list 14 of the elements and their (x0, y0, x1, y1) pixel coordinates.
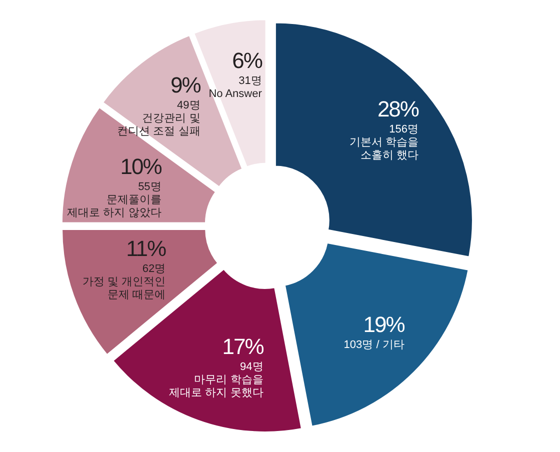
data-label: 17% (222, 334, 264, 359)
data-label: 11% (126, 236, 166, 262)
data-label: 6% (232, 48, 262, 74)
slice-label: 31명 No Answer (208, 75, 262, 100)
slice-label: 55명 문제풀이를 제대로 하지 않았다 (67, 181, 162, 220)
slice-label: 49명 건강관리 및 컨디션 조절 실패 (117, 99, 200, 138)
slice-label: 156명 기본서 학습을 소홀히 했다 (349, 124, 418, 162)
slice-label: 94명 마무리 학습을 제대로 하지 못했다 (169, 360, 264, 399)
data-label: 10% (120, 154, 162, 180)
slice-label: 62명 가정 및 개인적인 문제 때문에 (82, 263, 166, 302)
data-label: 9% (170, 72, 201, 98)
slice-label: 103명 / 기타 (344, 339, 404, 352)
data-label: 28% (377, 96, 419, 122)
data-label: 19% (363, 312, 405, 338)
